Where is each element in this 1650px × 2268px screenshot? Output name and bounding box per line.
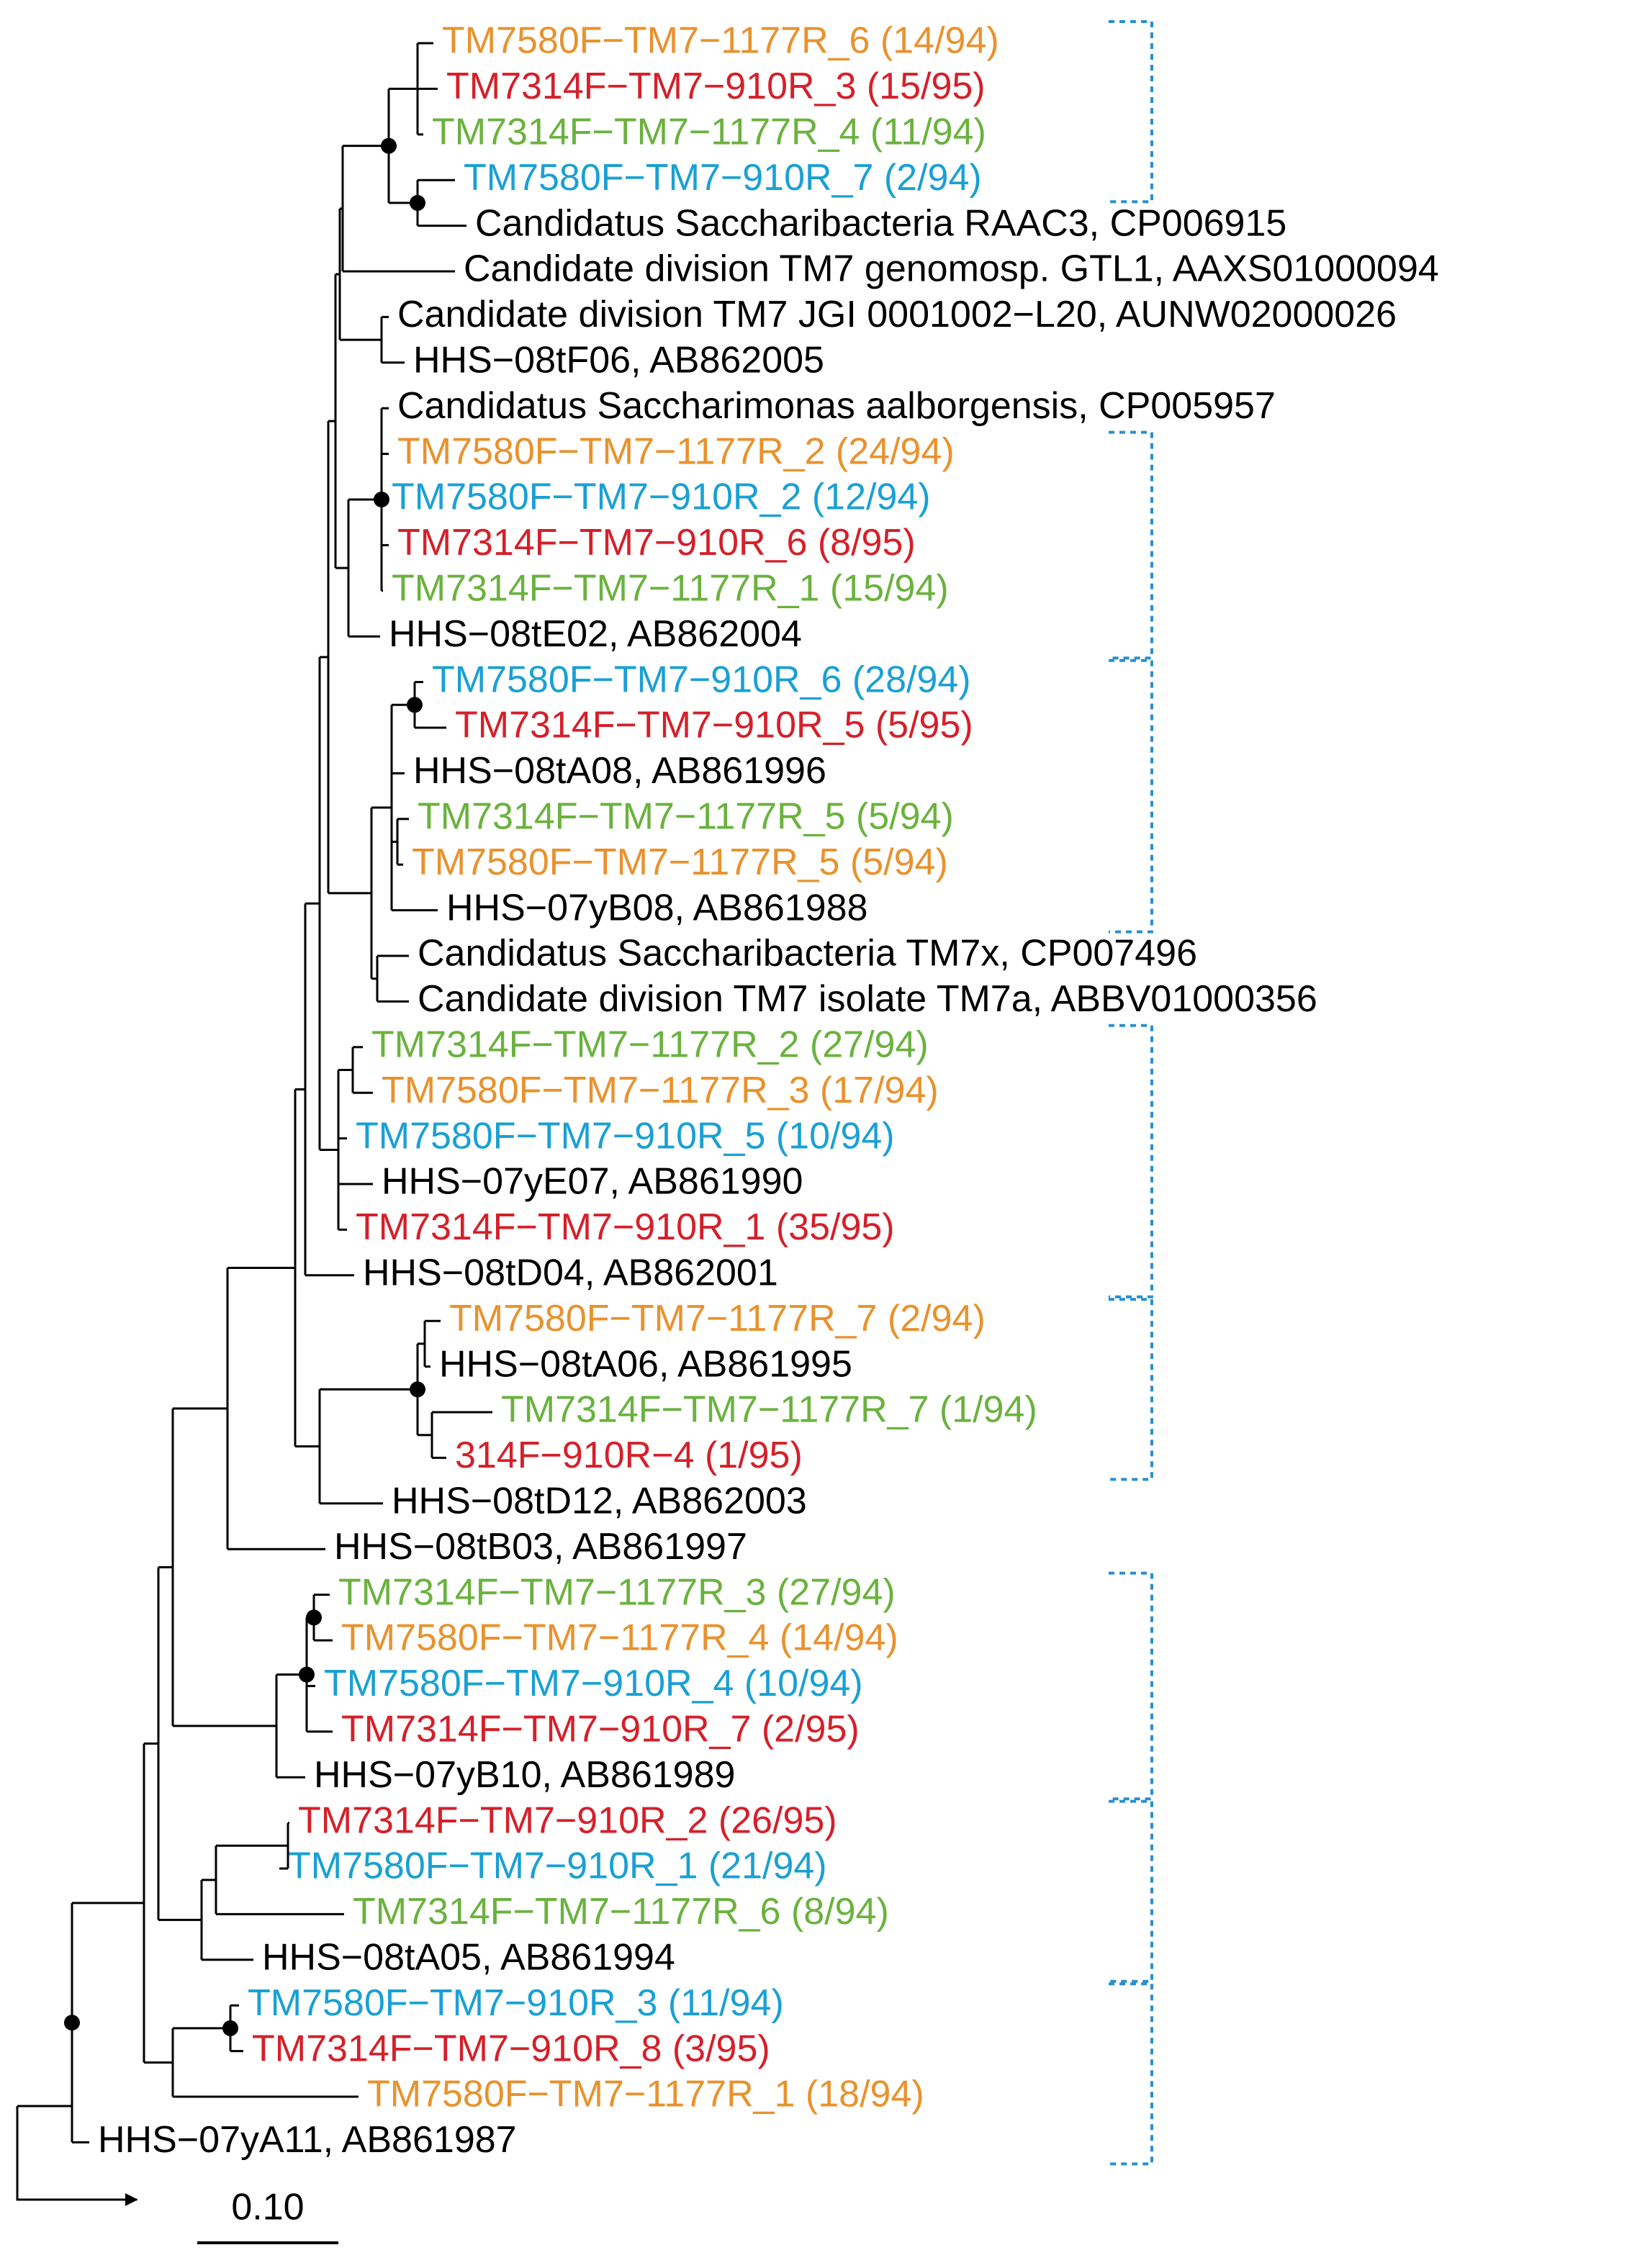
leaf-label: HHS−08tA08, AB861996: [413, 750, 826, 792]
leaf-label: TM7580F−TM7−1177R_3 (17/94): [382, 1070, 939, 1111]
scale-bar-label: 0.10: [231, 2187, 304, 2228]
clade-bracket: [1109, 1982, 1153, 2166]
leaf-label: TM7314F−TM7−1177R_5 (5/94): [418, 796, 954, 838]
leaf-label: TM7580F−TM7−1177R_2 (24/94): [397, 430, 955, 472]
leaf-label: HHS−08tD04, AB862001: [363, 1252, 778, 1294]
leaf-label: TM7314F−TM7−910R_6 (8/95): [397, 522, 916, 564]
leaf-label: TM7314F−TM7−910R_3 (15/95): [446, 65, 986, 107]
leaf-label: TM7314F−TM7−1177R_4 (11/94): [432, 112, 986, 153]
leaf-label: TM7580F−TM7−1177R_5 (5/94): [412, 841, 948, 883]
leaf-label: Candidate division TM7 isolate TM7a, ABB…: [418, 978, 1317, 1020]
leaf-label: HHS−07yE07, AB861990: [382, 1161, 803, 1203]
clade-bracket: [1109, 1799, 1153, 1983]
clade-bracket: [1109, 20, 1153, 204]
leaf-label: Candidate division TM7 genomosp. GTL1, A…: [464, 248, 1439, 290]
leaf-label: TM7580F−TM7−1177R_1 (18/94): [367, 2074, 924, 2115]
leaf-label: HHS−08tB03, AB861997: [334, 1526, 747, 1568]
clade-bracket: [1109, 659, 1153, 934]
leaf-label: TM7580F−TM7−910R_6 (28/94): [432, 659, 971, 700]
leaf-label: TM7314F−TM7−910R_5 (5/95): [455, 705, 973, 746]
leaf-label: TM7314F−TM7−1177R_1 (15/94): [392, 568, 949, 610]
node-dot: [64, 2015, 80, 2031]
leaf-label: TM7580F−TM7−910R_1 (21/94): [288, 1845, 827, 1887]
leaf-label: HHS−08tA05, AB861994: [262, 1937, 675, 1979]
leaf-label: TM7580F−TM7−1177R_6 (14/94): [442, 20, 999, 62]
leaf-label: TM7580F−TM7−910R_3 (11/94): [248, 1982, 784, 2024]
leaf-label: TM7314F−TM7−910R_1 (35/95): [356, 1206, 895, 1248]
leaf-label: Candidatus Saccharimonas aalborgensis, C…: [397, 385, 1276, 427]
leaf-label: 314F−910R−4 (1/95): [455, 1435, 803, 1476]
clade-bracket: [1109, 1298, 1153, 1481]
leaf-label: TM7580F−TM7−910R_4 (10/94): [324, 1663, 863, 1704]
leaf-label: TM7314F−TM7−910R_7 (2/95): [341, 1709, 860, 1750]
leaf-label: TM7314F−TM7−1177R_6 (8/94): [353, 1891, 889, 1933]
leaf-label: TM7580F−TM7−1177R_7 (2/94): [449, 1298, 986, 1339]
leaf-label: HHS−08tD12, AB862003: [392, 1481, 807, 1522]
leaf-label: TM7580F−TM7−1177R_4 (14/94): [341, 1617, 898, 1659]
leaf-label: TM7580F−TM7−910R_7 (2/94): [464, 157, 982, 199]
leaf-label: TM7580F−TM7−910R_5 (10/94): [356, 1115, 895, 1157]
leaf-label: HHS−07yA11, AB861987: [98, 2119, 517, 2161]
leaf-label: TM7314F−TM7−910R_8 (3/95): [252, 2028, 770, 2069]
leaf-label: Candidatus Saccharibacteria RAAC3, CP006…: [475, 202, 1286, 244]
clade-bracket: [1109, 1024, 1153, 1298]
clade-bracket: [1109, 430, 1153, 660]
clade-bracket: [1109, 1571, 1153, 1801]
leaf-label: HHS−08tE02, AB862004: [389, 613, 802, 655]
leaf-label: TM7314F−TM7−1177R_2 (27/94): [371, 1024, 929, 1066]
leaf-label: TM7580F−TM7−910R_2 (12/94): [392, 476, 931, 518]
leaf-label: HHS−08tA06, AB861995: [439, 1343, 852, 1385]
leaf-label: HHS−07yB08, AB861988: [446, 887, 867, 929]
root-arrow: [16, 2106, 138, 2206]
leaf-label: TM7314F−TM7−910R_2 (26/95): [298, 1799, 837, 1841]
leaf-label: HHS−07yB10, AB861989: [314, 1754, 735, 1796]
leaf-label: TM7314F−TM7−1177R_7 (1/94): [501, 1389, 1037, 1431]
leaf-label: HHS−08tF06, AB862005: [413, 340, 824, 381]
leaf-label: Candidate division TM7 JGI 0001002−L20, …: [397, 294, 1397, 335]
leaf-label: Candidatus Saccharibacteria TM7x, CP0074…: [418, 933, 1197, 975]
leaf-label: TM7314F−TM7−1177R_3 (27/94): [338, 1571, 896, 1613]
